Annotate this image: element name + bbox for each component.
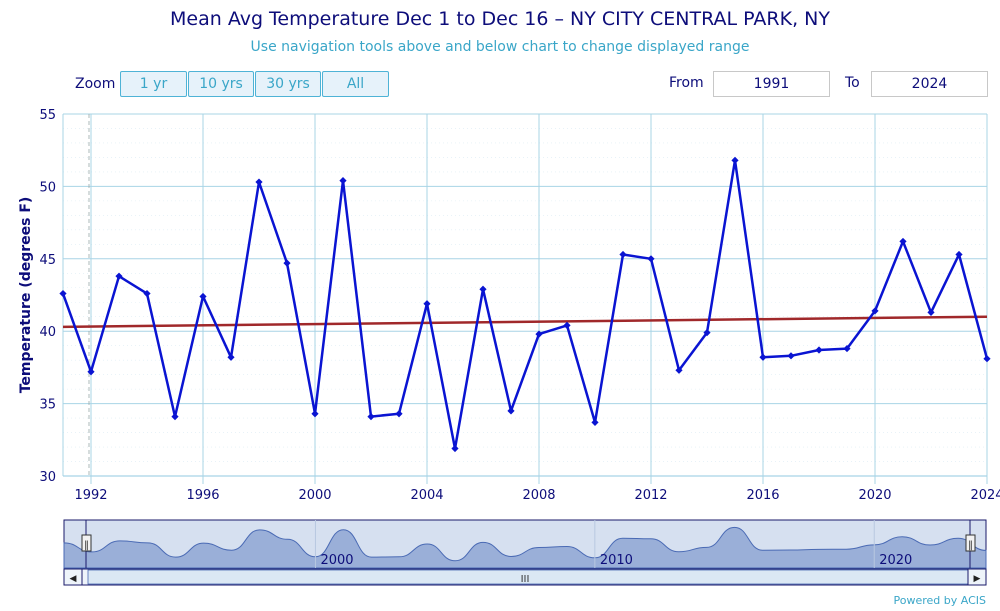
data-point [871,307,879,315]
x-tick-label: 2000 [298,488,331,503]
zoom-10yrs-button[interactable]: 10 yrs [188,71,254,97]
handle-grip-glyph: ‖ [968,540,973,551]
to-input[interactable] [871,71,988,97]
data-point [731,156,739,164]
zoom-all-button[interactable]: All [322,71,389,97]
x-tick-label: 2020 [858,488,891,503]
data-point [451,444,459,453]
chart-subtitle: Use navigation tools above and below cha… [250,39,750,55]
data-point [255,178,263,186]
data-point [143,289,151,298]
handle-grip [81,534,92,552]
data-point [927,308,935,316]
x-tick-label: 2024 [970,488,1000,503]
data-point [535,330,543,338]
zoom-1yr-button[interactable]: 1 yr [120,71,187,97]
scroll-right-box [967,568,987,586]
trend-line [62,315,988,329]
x-tick-label: 2016 [746,488,779,503]
y-tick-label: 35 [39,398,56,413]
data-point [423,300,431,308]
navigator-year-label: 2010 [600,553,633,568]
data-point [759,353,767,361]
data-point [59,289,67,298]
navigator-year-label: 2000 [320,553,353,568]
data-point [955,250,963,259]
series-line [61,159,989,450]
x-tick-label: 2004 [410,488,443,503]
y-tick-label: 40 [39,325,56,340]
y-tick-label: 55 [39,108,56,123]
scroll-left-arrow-icon: ◀ [70,574,77,584]
data-point [479,285,487,293]
data-point [843,344,851,353]
to-label: To [845,75,860,91]
y-axis-title: Temperature (degrees F) [18,197,34,394]
scrollbar-grip: III [521,574,530,585]
from-label: From [669,75,704,91]
scroll-right-button[interactable]: ▶ [967,568,987,586]
data-point [171,413,179,421]
data-point [507,407,515,415]
data-point [899,237,907,246]
range-navigator: 2000 2010 2020 ‖ ‖ III ◀ ▶ [63,519,987,586]
data-point [115,272,123,280]
handle-grip [965,534,976,552]
data-point [703,329,711,337]
data-point [283,259,291,267]
navigator-area [63,526,987,569]
data-point [647,255,655,263]
navigator-handle-right[interactable]: ‖ [965,520,976,568]
x-tick-label: 1992 [74,488,107,503]
data-point [367,413,375,421]
handle-grip-glyph: ‖ [84,540,89,551]
data-point [227,353,235,361]
x-tick-label: 2008 [522,488,555,503]
data-point [395,410,403,418]
data-point [311,410,319,418]
from-input[interactable] [713,71,830,97]
zoom-30yrs-button[interactable]: 30 yrs [255,71,321,97]
navigator-handle-left[interactable]: ‖ [81,520,92,568]
y-tick-label: 30 [39,470,56,485]
y-tick-label: 50 [39,180,56,195]
data-point [563,321,571,330]
data-point [619,250,627,259]
navigator-scrollbar[interactable]: III ◀ ▶ [63,568,987,586]
scroll-left-button[interactable]: ◀ [63,568,83,586]
navigator-year-label: 2020 [879,553,912,568]
data-point [787,352,795,360]
data-point [983,355,991,363]
data-point [815,346,823,354]
x-tick-label: 1996 [186,488,219,503]
zoom-label: Zoom [75,76,116,92]
data-point [591,418,599,427]
scroll-right-arrow-icon: ▶ [974,574,981,584]
x-tick-label: 2012 [634,488,667,503]
y-tick-label: 45 [39,253,56,268]
data-point [339,177,347,185]
data-point [199,292,207,301]
powered-by-credit[interactable]: Powered by ACIS [893,594,987,607]
data-point [675,366,683,374]
scroll-left-box [63,568,83,586]
data-point [87,368,95,376]
chart-title: Mean Avg Temperature Dec 1 to Dec 16 – N… [170,8,830,30]
